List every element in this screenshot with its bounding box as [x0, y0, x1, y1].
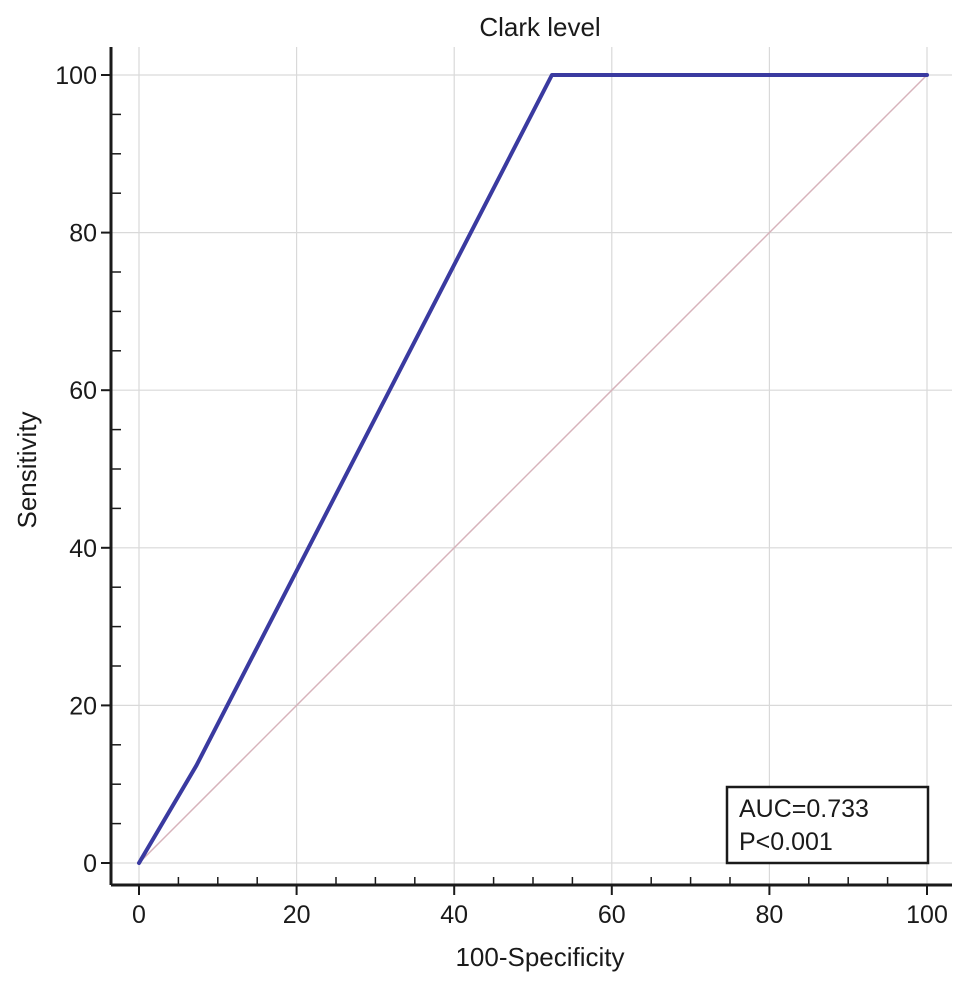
y-tick-label-1: 20 — [69, 692, 97, 720]
x-tick-label-4: 80 — [755, 901, 783, 929]
annotation-frame — [725, 785, 930, 865]
x-tick-label-1: 20 — [283, 901, 311, 929]
y-tick-label-2: 40 — [69, 535, 97, 563]
auc-annotation-box: AUC=0.733 P<0.001 — [725, 785, 930, 865]
grid-lines — [111, 47, 952, 885]
x-tick-label-5: 100 — [906, 901, 948, 929]
x-axis-title: 100-Specificity — [455, 942, 624, 972]
y-axis-title: Sensitivity — [12, 411, 42, 528]
y-tick-label-4: 80 — [69, 220, 97, 248]
annotation-p-text: P<0.001 — [739, 828, 833, 856]
axis-ticks — [101, 74, 928, 895]
chart-title: Clark level — [479, 12, 600, 42]
reference-line-layer — [138, 74, 928, 864]
x-tick-label-2: 40 — [440, 901, 468, 929]
roc-curve-line — [137, 73, 929, 865]
x-tick-label-3: 60 — [598, 901, 626, 929]
axis-tick-labels: 0 20 40 60 80 100 0 20 40 60 80 100 — [55, 62, 948, 929]
roc-curve-layer — [137, 73, 929, 865]
reference-diagonal-line — [138, 74, 928, 864]
y-tick-label-0: 0 — [83, 850, 97, 878]
x-tick-label-0: 0 — [132, 901, 146, 929]
y-tick-label-3: 60 — [69, 377, 97, 405]
y-tick-label-5: 100 — [55, 62, 97, 90]
annotation-auc-text: AUC=0.733 — [739, 795, 869, 823]
